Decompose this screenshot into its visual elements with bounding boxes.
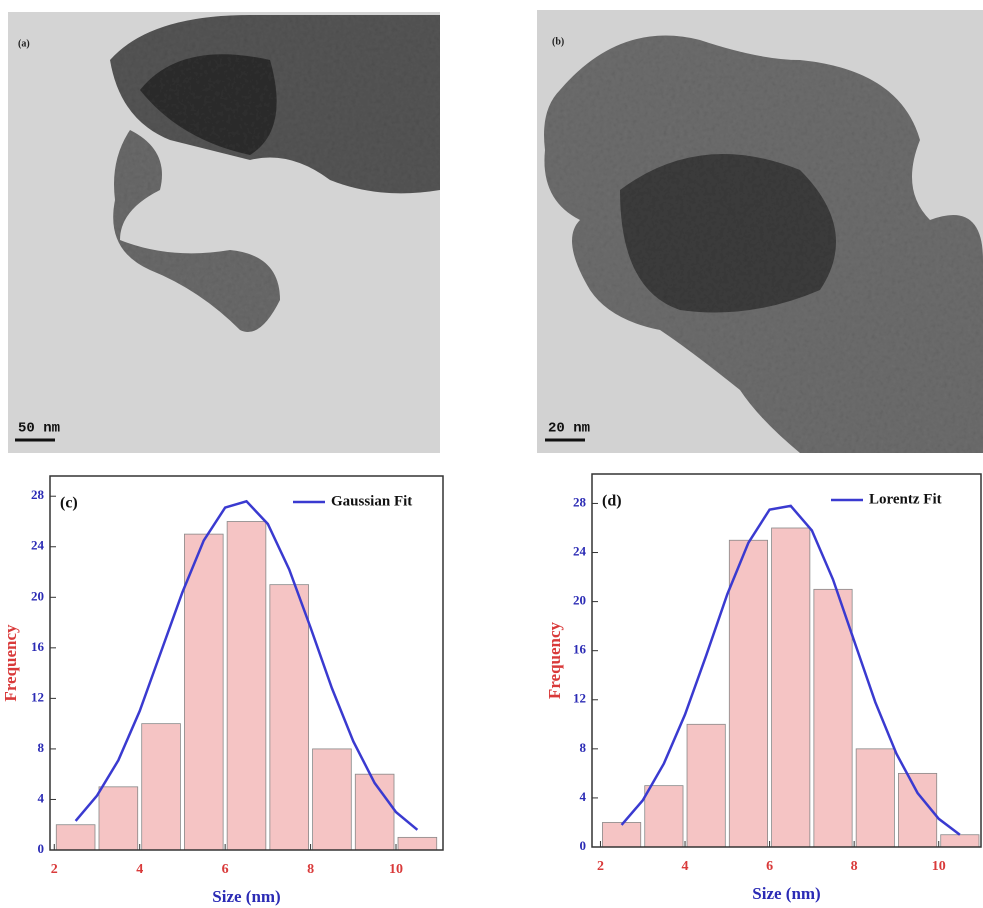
x-tick-label: 2 <box>51 862 58 877</box>
x-tick-label: 2 <box>597 859 604 874</box>
y-tick-label: 16 <box>31 639 45 654</box>
bar <box>602 822 642 848</box>
plot-frame <box>49 475 444 851</box>
bar <box>728 539 768 848</box>
bar <box>813 588 853 848</box>
panel-label: (d) <box>602 493 622 510</box>
y-axis-label: Frequency <box>1 624 20 702</box>
y-tick-label: 8 <box>38 740 45 755</box>
x-tick-label: 4 <box>682 859 689 874</box>
bar <box>644 785 684 848</box>
legend-label: Lorentz Fit <box>869 491 942 507</box>
y-tick-label: 4 <box>38 790 45 805</box>
y-tick-label: 24 <box>31 538 45 553</box>
bar <box>771 527 811 848</box>
y-tick-label: 24 <box>573 544 587 559</box>
bar <box>184 533 224 851</box>
x-tick-label: 10 <box>389 862 403 877</box>
bar <box>397 836 438 851</box>
fit-curve <box>620 504 961 836</box>
y-tick-label: 20 <box>573 593 586 608</box>
tem-image-b: (b) 20 nm <box>537 10 983 454</box>
tem-image-a: (a) 50 nm <box>8 12 440 453</box>
x-tick-label: 6 <box>222 862 229 877</box>
y-tick-label: 4 <box>580 789 587 804</box>
fit-curve <box>74 499 419 831</box>
x-tick-label: 4 <box>136 862 143 877</box>
y-tick-label: 8 <box>580 740 587 755</box>
plot-frame <box>591 473 982 848</box>
bar <box>55 824 96 851</box>
bar <box>312 748 352 851</box>
panel-label: (c) <box>60 495 78 512</box>
scale-bar-label: 50 nm <box>18 421 60 437</box>
y-tick-label: 16 <box>573 642 587 657</box>
y-tick-label: 0 <box>580 838 587 853</box>
bar <box>141 723 181 851</box>
x-axis-label: Size (nm) <box>752 884 820 903</box>
x-tick-label: 8 <box>851 859 858 874</box>
x-tick-label: 6 <box>766 859 773 874</box>
legend-label: Gaussian Fit <box>331 493 412 509</box>
x-axis-label: Size (nm) <box>212 887 280 906</box>
bar <box>686 723 726 848</box>
y-tick-label: 20 <box>31 588 44 603</box>
bar <box>269 584 309 851</box>
bar <box>226 521 267 851</box>
y-tick-label: 12 <box>31 689 44 704</box>
bar <box>855 748 895 848</box>
y-axis-label: Frequency <box>545 621 564 699</box>
y-tick-label: 12 <box>573 691 586 706</box>
y-tick-label: 28 <box>573 494 587 509</box>
bar <box>940 834 980 848</box>
y-tick-label: 28 <box>31 487 45 502</box>
bar <box>354 773 395 851</box>
x-tick-label: 10 <box>932 859 946 874</box>
bar <box>98 786 139 851</box>
image-label: (b) <box>552 36 564 47</box>
x-tick-label: 8 <box>307 862 314 877</box>
image-label: (a) <box>18 38 30 49</box>
y-tick-label: 0 <box>38 841 45 856</box>
scale-bar-label: 20 nm <box>548 421 590 437</box>
